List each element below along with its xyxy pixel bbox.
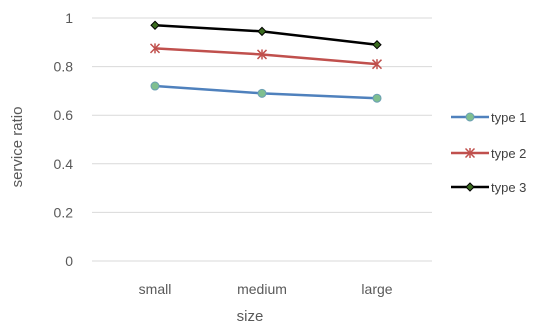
y-tick-label: 0.8 xyxy=(54,59,74,75)
y-tick-label: 1 xyxy=(65,10,73,26)
legend-item: type 1 xyxy=(451,110,526,125)
x-axis-label: size xyxy=(237,308,264,322)
legend-label: type 2 xyxy=(491,146,526,161)
x-axis-ticks: small medium large xyxy=(139,281,393,297)
x-tick-label: large xyxy=(361,281,392,297)
data-point xyxy=(257,26,267,37)
y-tick-label: 0 xyxy=(65,253,73,269)
gridlines xyxy=(92,17,432,262)
series-group xyxy=(149,20,383,103)
y-tick-label: 0.4 xyxy=(54,156,74,172)
y-tick-label: 0.2 xyxy=(54,204,74,220)
data-point xyxy=(149,43,161,54)
y-axis-label: service ratio xyxy=(9,107,26,188)
legend-marker xyxy=(464,147,476,159)
data-point xyxy=(372,40,382,50)
data-point xyxy=(257,88,267,98)
legend-item: type 3 xyxy=(451,180,526,195)
data-point xyxy=(150,81,160,91)
y-axis-ticks: 0 0.2 0.4 0.6 0.8 1 xyxy=(54,10,74,269)
y-tick-label: 0.6 xyxy=(54,107,74,123)
legend: type 1 type 2 type 3 xyxy=(451,110,526,195)
x-tick-label: small xyxy=(139,281,172,297)
series-1 xyxy=(150,81,382,103)
series-2 xyxy=(149,43,383,70)
series-line xyxy=(154,24,378,46)
data-point xyxy=(372,93,382,103)
x-tick-label: medium xyxy=(237,281,287,297)
series-3 xyxy=(150,20,382,50)
data-point xyxy=(150,20,160,30)
legend-item: type 2 xyxy=(451,146,526,161)
legend-label: type 3 xyxy=(491,180,526,195)
legend-marker xyxy=(465,182,475,192)
data-point xyxy=(256,49,268,60)
legend-label: type 1 xyxy=(491,110,526,125)
data-point xyxy=(371,59,383,70)
legend-marker xyxy=(465,112,475,122)
